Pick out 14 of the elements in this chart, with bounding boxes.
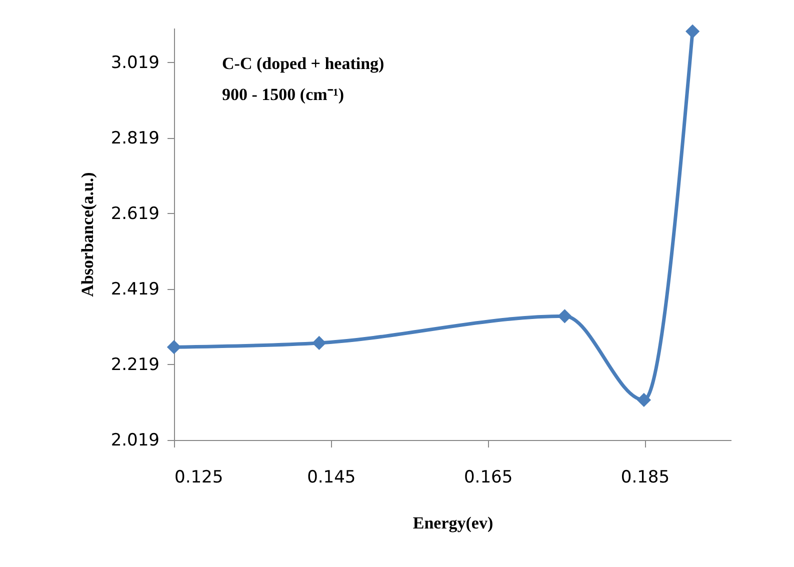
x-tick-label: 0.165 [464,468,513,488]
x-tick-label: 0.145 [307,468,356,488]
annotation: C-C (doped + heating) [222,54,384,73]
y-tick-label: 2.419 [110,279,160,300]
y-axis-title: Absorbance(a.u.) [78,172,97,297]
x-tick-label: 0.185 [620,468,670,488]
annotation: 900 - 1500 (cm⁻¹) [222,85,344,104]
y-tick-label: 3.019 [110,52,160,73]
y-tick-label: 2.019 [110,430,160,450]
x-axis-title: Energy(ev) [412,514,494,532]
y-tick-label: 2.619 [110,204,160,224]
y-tick-label: 2.819 [110,128,160,148]
y-tick-label: 2.219 [110,354,160,375]
x-tick-label: 0.125 [174,468,224,488]
